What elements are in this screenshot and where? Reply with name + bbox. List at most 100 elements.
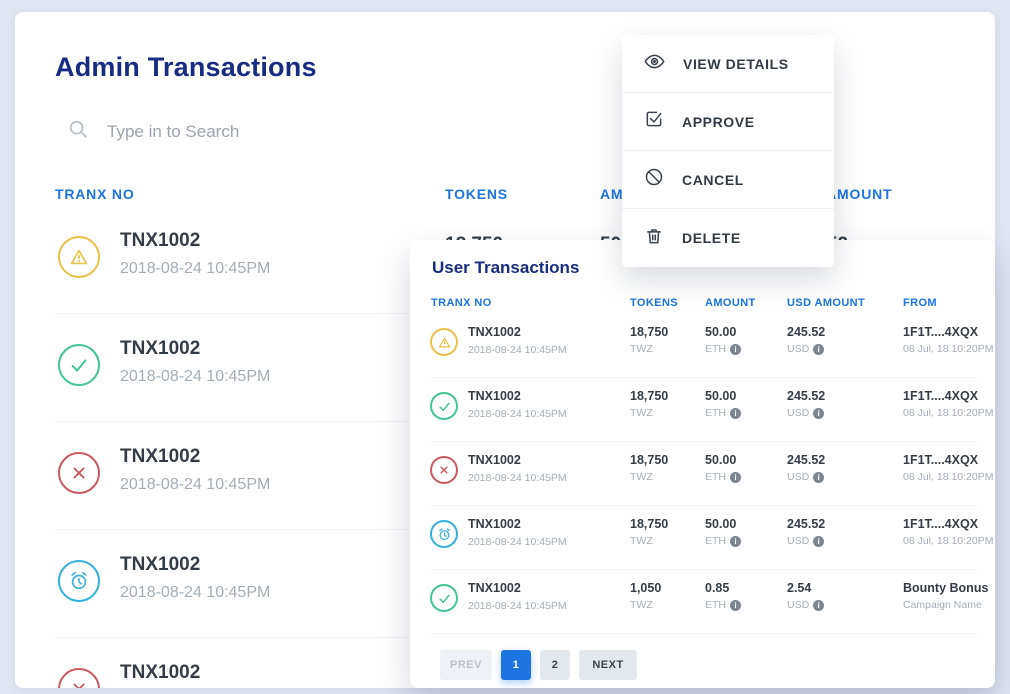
usd-value: 245.52 xyxy=(787,389,826,403)
check-icon xyxy=(430,584,458,612)
tranx-date: 2018-08-24 10:45PM xyxy=(468,472,567,484)
usd-value: 245.52 xyxy=(787,453,826,467)
usd-value: 245.52 xyxy=(787,325,826,339)
tranx-no: TNX1002 xyxy=(468,325,521,339)
panel-title: User Transactions xyxy=(432,258,580,277)
column-header-tokens: TOKENS xyxy=(445,186,508,202)
usd-unit: USD xyxy=(787,471,825,483)
x-icon xyxy=(430,456,458,484)
table-row[interactable]: TNX1002 2018-08-24 10:45PM 18,750 TWZ 50… xyxy=(410,378,995,442)
check-icon xyxy=(58,344,100,386)
alarm-clock-icon xyxy=(58,560,100,602)
info-icon[interactable] xyxy=(730,471,741,483)
prohibit-icon xyxy=(644,167,664,192)
info-icon[interactable] xyxy=(730,407,741,419)
trash-icon xyxy=(644,226,664,251)
amount-unit: ETH xyxy=(705,343,741,355)
tranx-no: TNX1002 xyxy=(120,230,201,251)
tokens-unit: TWZ xyxy=(630,535,653,547)
tranx-date: 2018-08-24 10:45PM xyxy=(468,408,567,420)
info-icon[interactable] xyxy=(813,471,825,483)
column-header-tokens: TOKENS xyxy=(630,297,679,309)
search-input[interactable] xyxy=(107,121,427,142)
user-transactions-panel: User Transactions TRANX NO TOKENS AMOUNT… xyxy=(410,240,995,688)
tranx-date: 2018-08-24 10:45PM xyxy=(120,368,271,385)
tranx-date: 2018-08-24 10:45PM xyxy=(468,600,567,612)
table-row[interactable]: TNX1002 2018-08-24 10:45PM 18,750 TWZ 50… xyxy=(410,314,995,378)
from-address: 1F1T....4XQX xyxy=(903,389,979,403)
info-icon[interactable] xyxy=(813,535,825,547)
column-header-usd-amount: USD AMOUNT xyxy=(787,297,866,309)
from-address: 1F1T....4XQX xyxy=(903,453,979,467)
from-date: 08 Jul, 18 10:20PM xyxy=(903,471,994,483)
table-row[interactable]: TNX1002 2018-08-24 10:45PM 18,750 TWZ 50… xyxy=(410,506,995,570)
checkbox-check-icon xyxy=(644,109,664,134)
tokens-unit: TWZ xyxy=(630,407,653,419)
x-icon xyxy=(58,668,100,688)
amount-unit: ETH xyxy=(705,407,741,419)
tokens-unit: TWZ xyxy=(630,343,653,355)
page-title: Admin Transactions xyxy=(55,52,317,82)
info-icon[interactable] xyxy=(813,599,825,611)
tokens-value: 18,750 xyxy=(630,325,669,339)
tokens-value: 18,750 xyxy=(630,453,669,467)
from-address: 1F1T....4XQX xyxy=(903,325,979,339)
amount-value: 50.00 xyxy=(705,453,737,467)
tokens-value: 18,750 xyxy=(630,389,669,403)
tranx-no: TNX1002 xyxy=(468,517,521,531)
menu-item-delete[interactable]: DELETE xyxy=(622,209,834,267)
amount-value: 50.00 xyxy=(705,517,737,531)
next-page-button[interactable]: NEXT xyxy=(579,650,637,680)
from-date: 08 Jul, 18 10:20PM xyxy=(903,343,994,355)
from-bounty-label: Bounty Bonus xyxy=(903,581,989,595)
tokens-value: 18,750 xyxy=(630,517,669,531)
amount-value: 50.00 xyxy=(705,325,737,339)
warning-icon xyxy=(58,236,100,278)
info-icon[interactable] xyxy=(813,407,825,419)
tranx-date: 2018-08-24 10:45PM xyxy=(468,536,567,548)
warning-icon xyxy=(430,328,458,356)
tranx-date: 2018-08-24 10:45PM xyxy=(468,344,567,356)
usd-value: 245.52 xyxy=(787,517,826,531)
from-address: 1F1T....4XQX xyxy=(903,517,979,531)
page-1-button[interactable]: 1 xyxy=(501,650,531,680)
column-header-from: FROM xyxy=(903,297,937,309)
amount-value: 50.00 xyxy=(705,389,737,403)
page-2-button[interactable]: 2 xyxy=(540,650,570,680)
search-bar xyxy=(67,118,427,145)
column-header-amount: AMOUNT xyxy=(705,297,756,309)
alarm-clock-icon xyxy=(430,520,458,548)
info-icon[interactable] xyxy=(730,343,741,355)
amount-value: 0.85 xyxy=(705,581,730,595)
tranx-date: 2018-08-24 10:45PM xyxy=(120,584,271,601)
usd-unit: USD xyxy=(787,535,825,547)
table-row[interactable]: TNX1002 2018-08-24 10:45PM 1,050 TWZ 0.8… xyxy=(410,570,995,634)
amount-unit: ETH xyxy=(705,535,741,547)
eye-icon xyxy=(644,51,665,77)
tranx-no: TNX1002 xyxy=(120,662,201,683)
from-campaign-name: Campaign Name xyxy=(903,599,982,611)
tranx-no: TNX1002 xyxy=(468,581,521,595)
from-date: 08 Jul, 18 10:20PM xyxy=(903,535,994,547)
menu-item-cancel[interactable]: CANCEL xyxy=(622,151,834,209)
prev-page-button[interactable]: PREV xyxy=(440,650,492,680)
row-actions-menu: VIEW DETAILS APPROVE CANCEL DELETE xyxy=(622,35,834,267)
tranx-no: TNX1002 xyxy=(468,453,521,467)
from-date: 08 Jul, 18 10:20PM xyxy=(903,407,994,419)
info-icon[interactable] xyxy=(730,599,741,611)
menu-item-view-details[interactable]: VIEW DETAILS xyxy=(622,35,834,93)
check-icon xyxy=(430,392,458,420)
table-row[interactable]: TNX1002 2018-08-24 10:45PM 18,750 TWZ 50… xyxy=(410,442,995,506)
info-icon[interactable] xyxy=(813,343,825,355)
info-icon[interactable] xyxy=(730,535,741,547)
usd-unit: USD xyxy=(787,407,825,419)
column-header-tranx-no: TRANX NO xyxy=(55,186,135,202)
tranx-no: TNX1002 xyxy=(120,446,201,467)
usd-unit: USD xyxy=(787,599,825,611)
menu-item-approve[interactable]: APPROVE xyxy=(622,93,834,151)
search-icon xyxy=(67,118,89,145)
column-header-tranx-no: TRANX NO xyxy=(431,297,492,309)
tranx-no: TNX1002 xyxy=(120,554,201,575)
pagination: PREV 1 2 NEXT xyxy=(440,650,637,680)
x-icon xyxy=(58,452,100,494)
